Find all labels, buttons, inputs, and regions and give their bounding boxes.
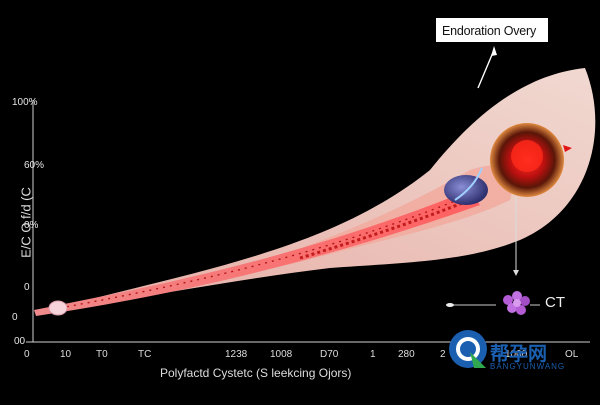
x-tick-label: 280 — [398, 349, 415, 360]
watermark-sub: BANGYUNWANG — [490, 362, 566, 371]
x-tick-label: 2 — [440, 349, 446, 360]
x-axis-title: Polyfactd Cystetc (S leekcing Ojors) — [160, 366, 352, 380]
annotation-box — [436, 18, 548, 42]
annotation-label: Endoration Overy — [442, 24, 537, 38]
x-tick-label: 0 — [24, 349, 30, 360]
y-axis-title: E/C O f/d (C — [18, 187, 34, 258]
x-tick-label: 1238 — [225, 349, 248, 360]
x-tick-label: D70 — [320, 349, 339, 360]
x-tick-label: 10 — [60, 349, 72, 360]
y-tick-label: 0 — [12, 312, 18, 323]
x-tick-label: TC — [138, 349, 152, 360]
y-tick-label: 0% — [24, 220, 39, 231]
x-tick-label: 1 — [370, 349, 376, 360]
tube-tip — [48, 300, 68, 316]
watermark-logo — [449, 330, 487, 368]
tissue-cone — [40, 68, 596, 312]
x-tick-label: T0 — [96, 349, 108, 360]
catheter-tube — [34, 190, 480, 316]
lesion-marker — [563, 145, 572, 152]
probe-highlight — [454, 167, 483, 201]
y-tick-label: 100% — [12, 97, 38, 108]
x-tick-label: OL — [565, 349, 579, 360]
tube-dots — [59, 194, 471, 309]
watermark-brand: 帮孕网 — [490, 343, 548, 365]
y-tick-label: 00 — [14, 336, 26, 347]
x-tick-label: 1008 — [270, 349, 293, 360]
ct-label: CT — [545, 294, 565, 311]
purple-cluster — [503, 291, 530, 315]
annotation-arrow — [477, 49, 495, 89]
y-tick-label: 0 — [24, 282, 30, 293]
x-tick-label: 1000 — [505, 349, 528, 360]
y-tick-label: 60% — [24, 160, 45, 171]
